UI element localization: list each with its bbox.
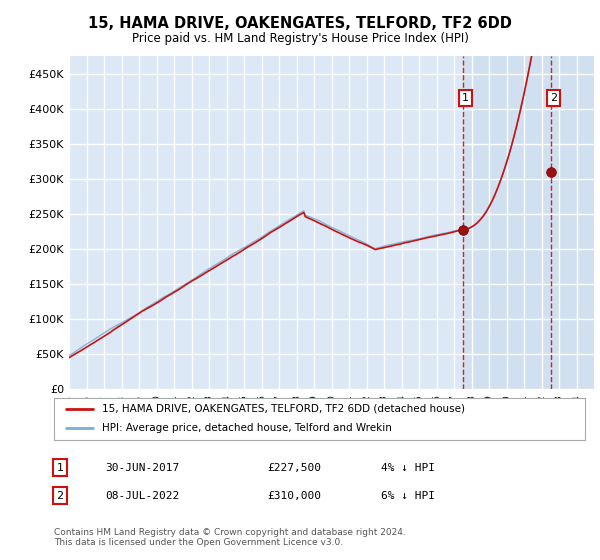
Text: HPI: Average price, detached house, Telford and Wrekin: HPI: Average price, detached house, Telf…	[102, 423, 392, 433]
Text: 15, HAMA DRIVE, OAKENGATES, TELFORD, TF2 6DD: 15, HAMA DRIVE, OAKENGATES, TELFORD, TF2…	[88, 16, 512, 31]
Text: 1: 1	[56, 463, 64, 473]
Text: £227,500: £227,500	[267, 463, 321, 473]
Text: 6% ↓ HPI: 6% ↓ HPI	[381, 491, 435, 501]
Text: 4% ↓ HPI: 4% ↓ HPI	[381, 463, 435, 473]
Text: 30-JUN-2017: 30-JUN-2017	[105, 463, 179, 473]
Text: 1: 1	[462, 93, 469, 103]
Text: £310,000: £310,000	[267, 491, 321, 501]
Text: 2: 2	[56, 491, 64, 501]
Text: Price paid vs. HM Land Registry's House Price Index (HPI): Price paid vs. HM Land Registry's House …	[131, 32, 469, 45]
Text: Contains HM Land Registry data © Crown copyright and database right 2024.
This d: Contains HM Land Registry data © Crown c…	[54, 528, 406, 547]
Text: 15, HAMA DRIVE, OAKENGATES, TELFORD, TF2 6DD (detached house): 15, HAMA DRIVE, OAKENGATES, TELFORD, TF2…	[102, 404, 465, 414]
Text: 08-JUL-2022: 08-JUL-2022	[105, 491, 179, 501]
Text: 2: 2	[550, 93, 557, 103]
Bar	[463, 56, 600, 389]
